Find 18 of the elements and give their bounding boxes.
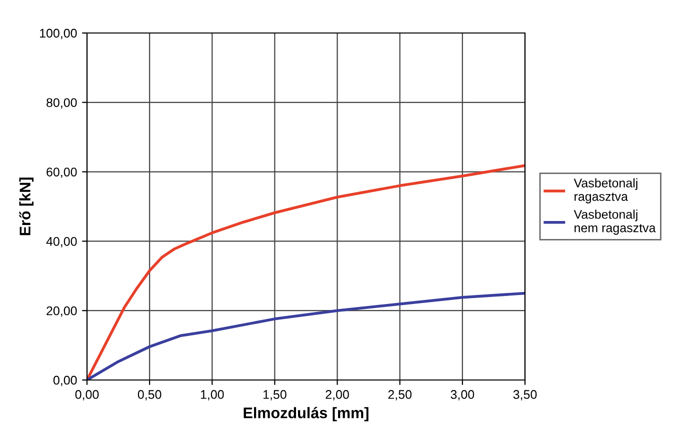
x-tick-label: 3,50 [513,390,537,400]
x-tick-label: 0,00 [75,390,99,400]
x-tick-label: 0,50 [138,390,162,400]
y-tick-label: 80,00 [46,98,77,109]
y-tick-label: 20,00 [46,306,77,317]
y-tick-label: 60,00 [46,168,77,178]
legend-label: Vasbetonalj nem ragasztva [574,210,656,235]
x-tick-label: 2,00 [326,390,349,400]
x-tick-label: 1,00 [200,390,224,400]
x-axis-title: Elmozdulás [mm] [244,406,368,422]
x-tick-label: 3,00 [450,390,474,400]
y-tick-label: 40,00 [46,237,77,248]
legend-label: Vasbetonalj ragasztva [574,178,638,204]
x-tick-label: 1,50 [264,390,286,400]
y-tick-label: 0,00 [53,376,77,386]
y-axis-title: Erő [kN] [19,178,34,236]
y-tick-label: 100,00 [40,28,77,40]
x-tick-label: 2,50 [388,390,412,400]
